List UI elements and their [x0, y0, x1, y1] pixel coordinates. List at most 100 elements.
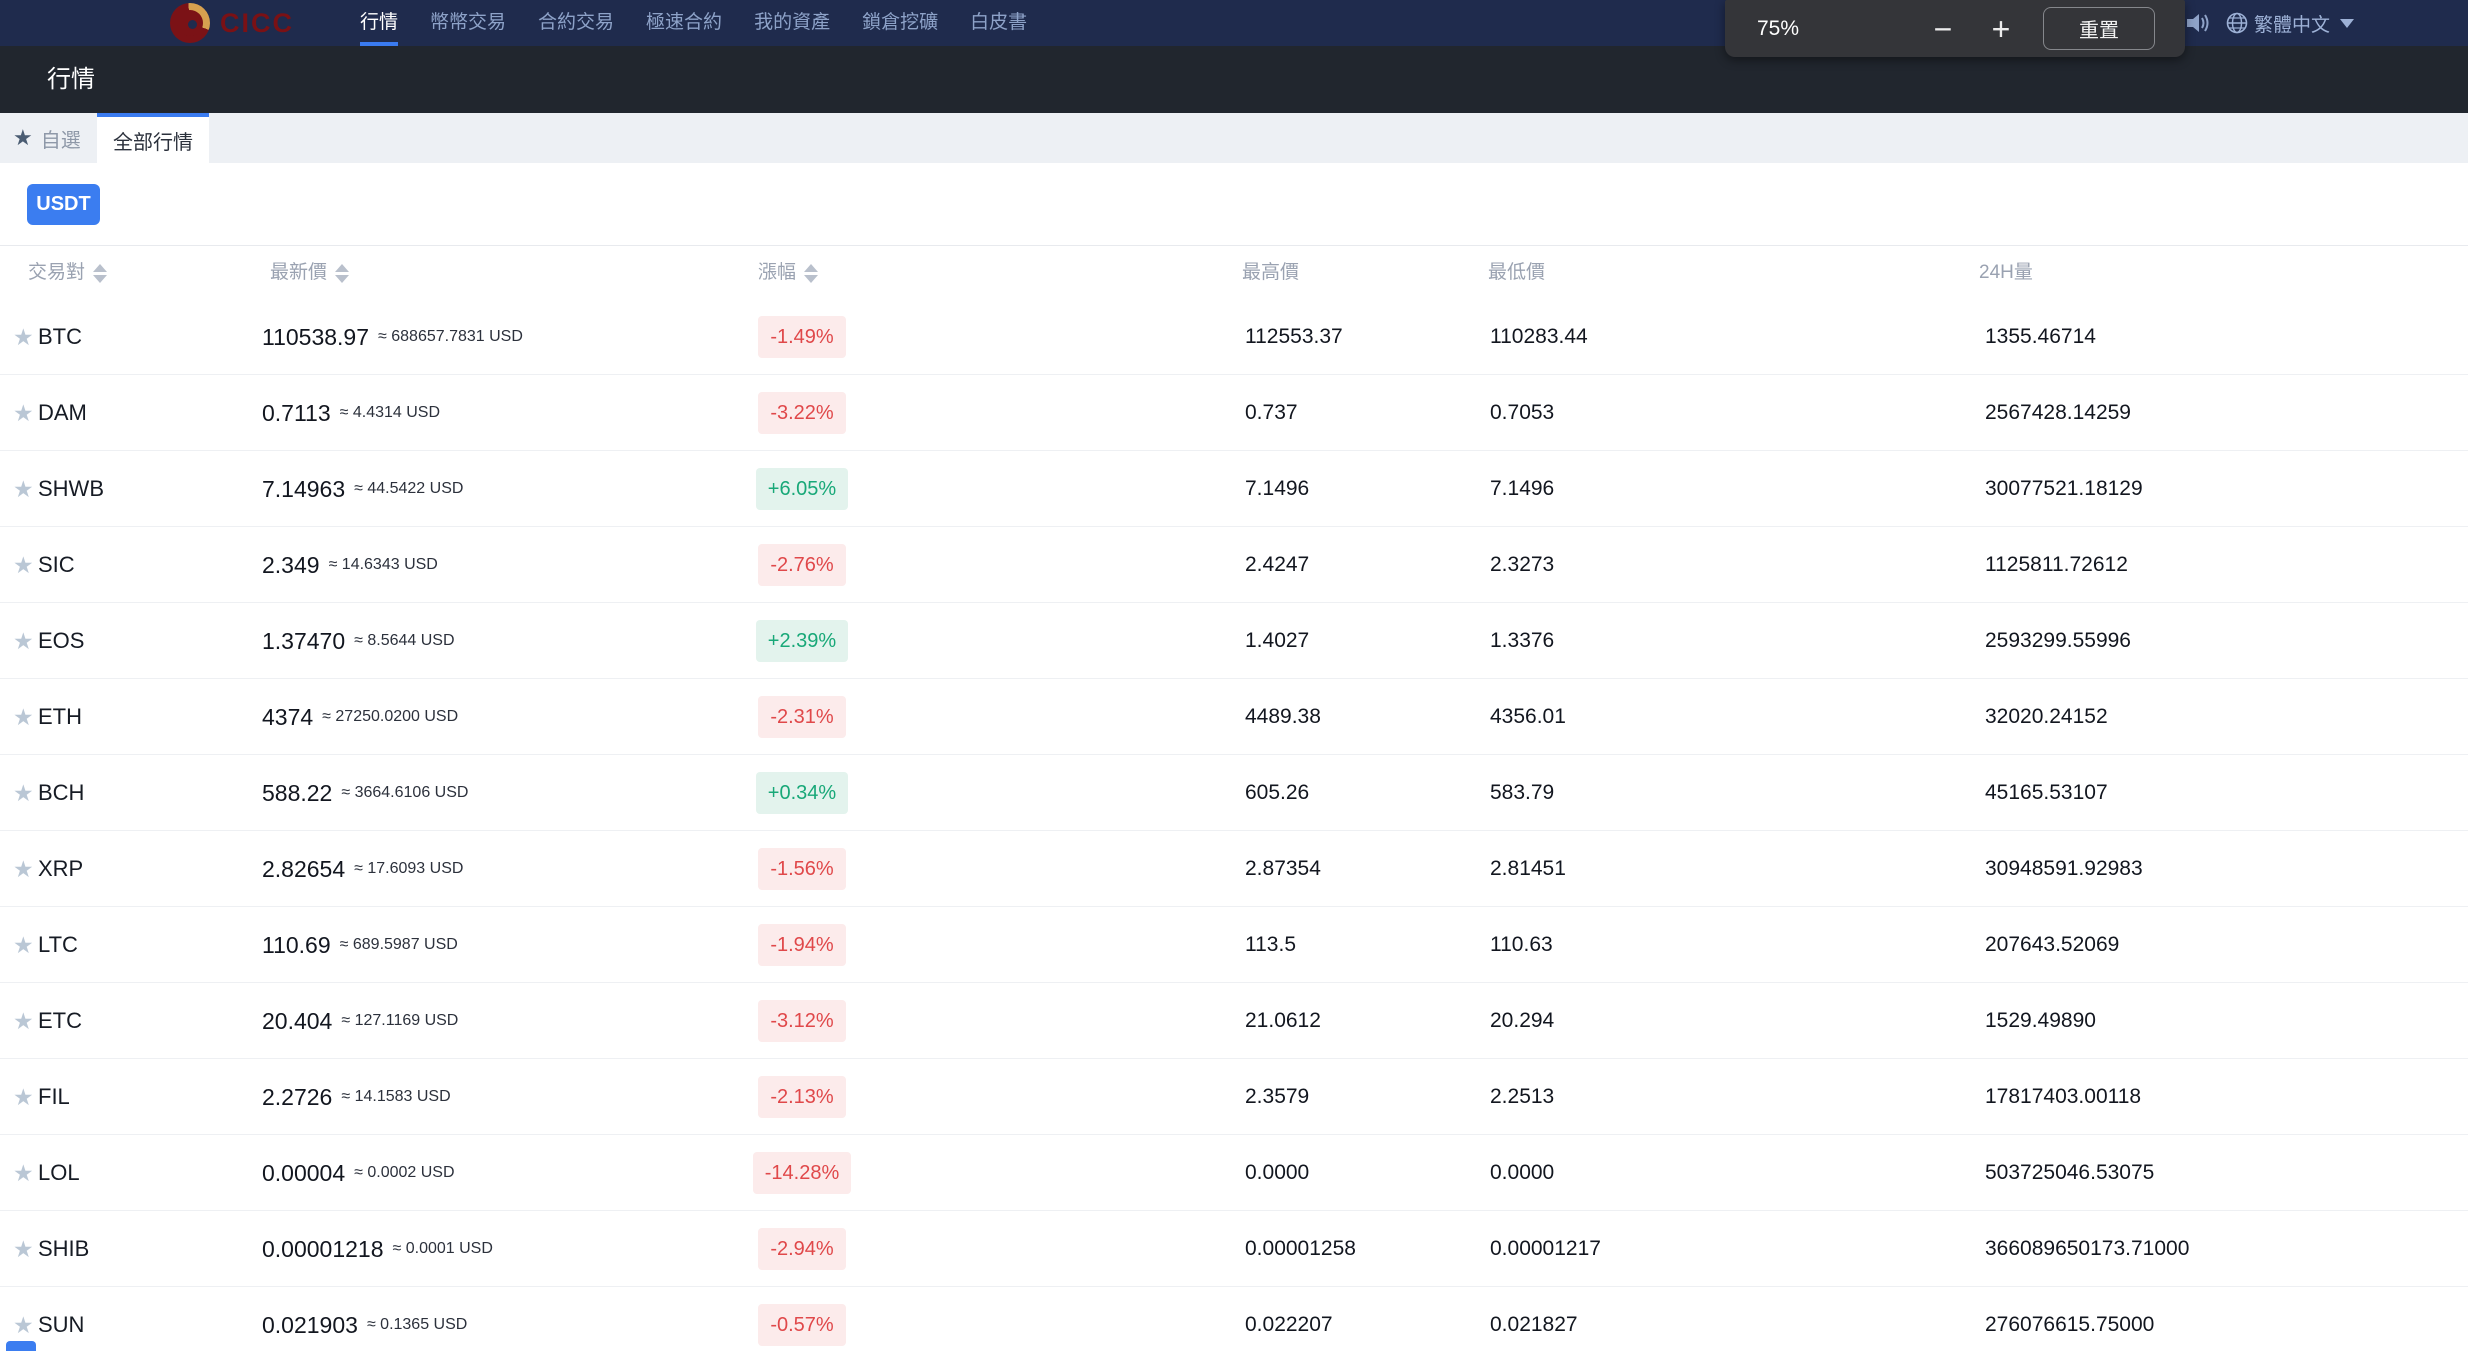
change-badge: -2.31%: [758, 696, 846, 738]
nav-item-6[interactable]: 鎖倉挖礦: [862, 12, 939, 33]
column-header-3[interactable]: 漲幅: [758, 246, 819, 300]
low-price: 2.3273: [1490, 553, 1555, 576]
favorite-star-icon[interactable]: ★: [13, 475, 34, 502]
language-label: 繁體中文: [2254, 14, 2331, 36]
table-row[interactable]: ★ ETC 20.404 ≈ 127.1169 USD -3.12% 21.06…: [0, 983, 2468, 1059]
change-badge: -14.28%: [752, 1152, 852, 1194]
page-header-bar: 行情: [0, 46, 2468, 113]
change-badge: -3.12%: [758, 1000, 846, 1042]
column-header-1[interactable]: 交易對: [28, 246, 108, 300]
favorite-star-icon[interactable]: ★: [13, 551, 34, 578]
favorite-star-icon[interactable]: ★: [13, 779, 34, 806]
page-title: 行情: [47, 66, 95, 93]
nav-item-4[interactable]: 極速合約: [646, 12, 723, 33]
favorite-star-icon[interactable]: ★: [13, 323, 34, 350]
favorite-star-icon[interactable]: ★: [13, 703, 34, 730]
table-row[interactable]: ★ BCH 588.22 ≈ 3664.6106 USD +0.34% 605.…: [0, 755, 2468, 831]
table-row[interactable]: ★ SIC 2.349 ≈ 14.6343 USD -2.76% 2.4247 …: [0, 527, 2468, 603]
last-price: 0.7113: [262, 399, 331, 426]
high-price: 113.5: [1245, 933, 1296, 956]
table-row[interactable]: ★ ETH 4374 ≈ 27250.0200 USD -2.31% 4489.…: [0, 679, 2468, 755]
volume-24h: 45165.53107: [1985, 781, 2108, 804]
tab-all-markets[interactable]: 全部行情: [97, 113, 209, 163]
usd-approx: ≈ 0.0002 USD: [354, 1164, 455, 1181]
low-price: 20.294: [1490, 1009, 1555, 1032]
usd-approx: ≈ 688657.7831 USD: [378, 328, 523, 345]
low-price: 0.00001217: [1490, 1237, 1601, 1260]
tab-favorites-label: 自選: [40, 129, 81, 152]
language-selector[interactable]: 繁體中文: [2226, 0, 2355, 46]
favorite-star-icon[interactable]: ★: [13, 1311, 34, 1338]
table-row[interactable]: ★ XRP 2.82654 ≈ 17.6093 USD -1.56% 2.873…: [0, 831, 2468, 907]
favorite-star-icon[interactable]: ★: [13, 1159, 34, 1186]
high-price: 21.0612: [1245, 1009, 1321, 1032]
volume-24h: 30077521.18129: [1985, 477, 2143, 500]
announcement-speaker-icon[interactable]: [2184, 11, 2210, 35]
table-row[interactable]: ★ FIL 2.2726 ≈ 14.1583 USD -2.13% 2.3579…: [0, 1059, 2468, 1135]
usdt-filter-button[interactable]: USDT: [27, 184, 100, 225]
usd-approx: ≈ 0.1365 USD: [366, 1316, 468, 1333]
nav-item-7[interactable]: 白皮書: [970, 12, 1028, 33]
last-price: 1.37470: [262, 627, 346, 654]
last-price: 0.021903: [262, 1311, 358, 1338]
sort-arrows-icon[interactable]: [335, 263, 350, 283]
favorite-star-icon[interactable]: ★: [13, 855, 34, 882]
nav-item-5[interactable]: 我的資產: [754, 12, 831, 33]
low-price: 0.7053: [1490, 401, 1555, 424]
nav-item-2[interactable]: 幣幣交易: [430, 12, 507, 33]
table-row[interactable]: ★ SHWB 7.14963 ≈ 44.5422 USD +6.05% 7.14…: [0, 451, 2468, 527]
favorite-star-icon[interactable]: ★: [13, 931, 34, 958]
usd-approx: ≈ 4.4314 USD: [339, 404, 441, 421]
pair-name: SIC: [38, 552, 75, 577]
table-row[interactable]: ★ DAM 0.7113 ≈ 4.4314 USD -3.22% 0.737 0…: [0, 375, 2468, 451]
favorite-star-icon[interactable]: ★: [13, 399, 34, 426]
floating-button-fragment[interactable]: [6, 1341, 36, 1351]
column-header-2[interactable]: 最新價: [270, 246, 350, 300]
last-price: 2.2726: [262, 1083, 333, 1110]
low-price: 7.1496: [1490, 477, 1555, 500]
volume-24h: 1355.46714: [1985, 325, 2096, 348]
zoom-in-button[interactable]: +: [1981, 0, 2021, 57]
table-row[interactable]: ★ EOS 1.37470 ≈ 8.5644 USD +2.39% 1.4027…: [0, 603, 2468, 679]
usd-approx: ≈ 3664.6106 USD: [341, 784, 469, 801]
column-header-label: 最低價: [1488, 262, 1546, 283]
change-badge: +2.39%: [755, 620, 849, 662]
favorite-star-icon[interactable]: ★: [13, 627, 34, 654]
favorite-star-icon[interactable]: ★: [13, 1235, 34, 1262]
table-row[interactable]: ★ LOL 0.00004 ≈ 0.0002 USD -14.28% 0.000…: [0, 1135, 2468, 1211]
volume-24h: 1125811.72612: [1985, 553, 2128, 576]
table-row[interactable]: ★ LTC 110.69 ≈ 689.5987 USD -1.94% 113.5…: [0, 907, 2468, 983]
tab-favorites[interactable]: ★ 自選: [0, 113, 97, 163]
volume-24h: 30948591.92983: [1985, 857, 2143, 880]
change-badge: -2.13%: [758, 1076, 846, 1118]
pair-name: BCH: [38, 780, 85, 805]
low-price: 0.021827: [1490, 1313, 1578, 1336]
favorite-star-icon[interactable]: ★: [13, 1083, 34, 1110]
brand-logo[interactable]: CICC: [170, 3, 294, 43]
change-badge: -1.94%: [758, 924, 846, 966]
nav-item-1[interactable]: 行情: [360, 0, 399, 46]
zoom-reset-button[interactable]: 重置: [2043, 7, 2155, 50]
sort-arrows-icon[interactable]: [804, 263, 819, 283]
nav-item-3[interactable]: 合約交易: [538, 12, 615, 33]
high-price: 0.00001258: [1245, 1237, 1356, 1260]
zoom-out-button[interactable]: −: [1923, 0, 1963, 57]
last-price: 4374: [262, 703, 314, 730]
pair-name: LOL: [38, 1160, 80, 1185]
brand-logo-icon: [170, 3, 210, 43]
globe-icon: [2226, 12, 2248, 34]
column-header-label: 最高價: [1242, 262, 1300, 283]
table-row[interactable]: ★ BTC 110538.97 ≈ 688657.7831 USD -1.49%…: [0, 299, 2468, 375]
pair-name: EOS: [38, 628, 85, 653]
change-badge: -1.49%: [758, 316, 846, 358]
column-header-label: 漲幅: [758, 262, 797, 283]
pair-name: SHWB: [38, 476, 104, 501]
favorite-star-icon[interactable]: ★: [13, 1007, 34, 1034]
sort-arrows-icon[interactable]: [93, 263, 108, 283]
column-header-label: 24H量: [1979, 262, 2033, 283]
table-row[interactable]: ★ SHIB 0.00001218 ≈ 0.0001 USD -2.94% 0.…: [0, 1211, 2468, 1287]
table-row[interactable]: ★ SUN 0.021903 ≈ 0.1365 USD -0.57% 0.022…: [0, 1287, 2468, 1351]
table-body: ★ BTC 110538.97 ≈ 688657.7831 USD -1.49%…: [0, 299, 2468, 1351]
high-price: 112553.37: [1245, 325, 1343, 348]
